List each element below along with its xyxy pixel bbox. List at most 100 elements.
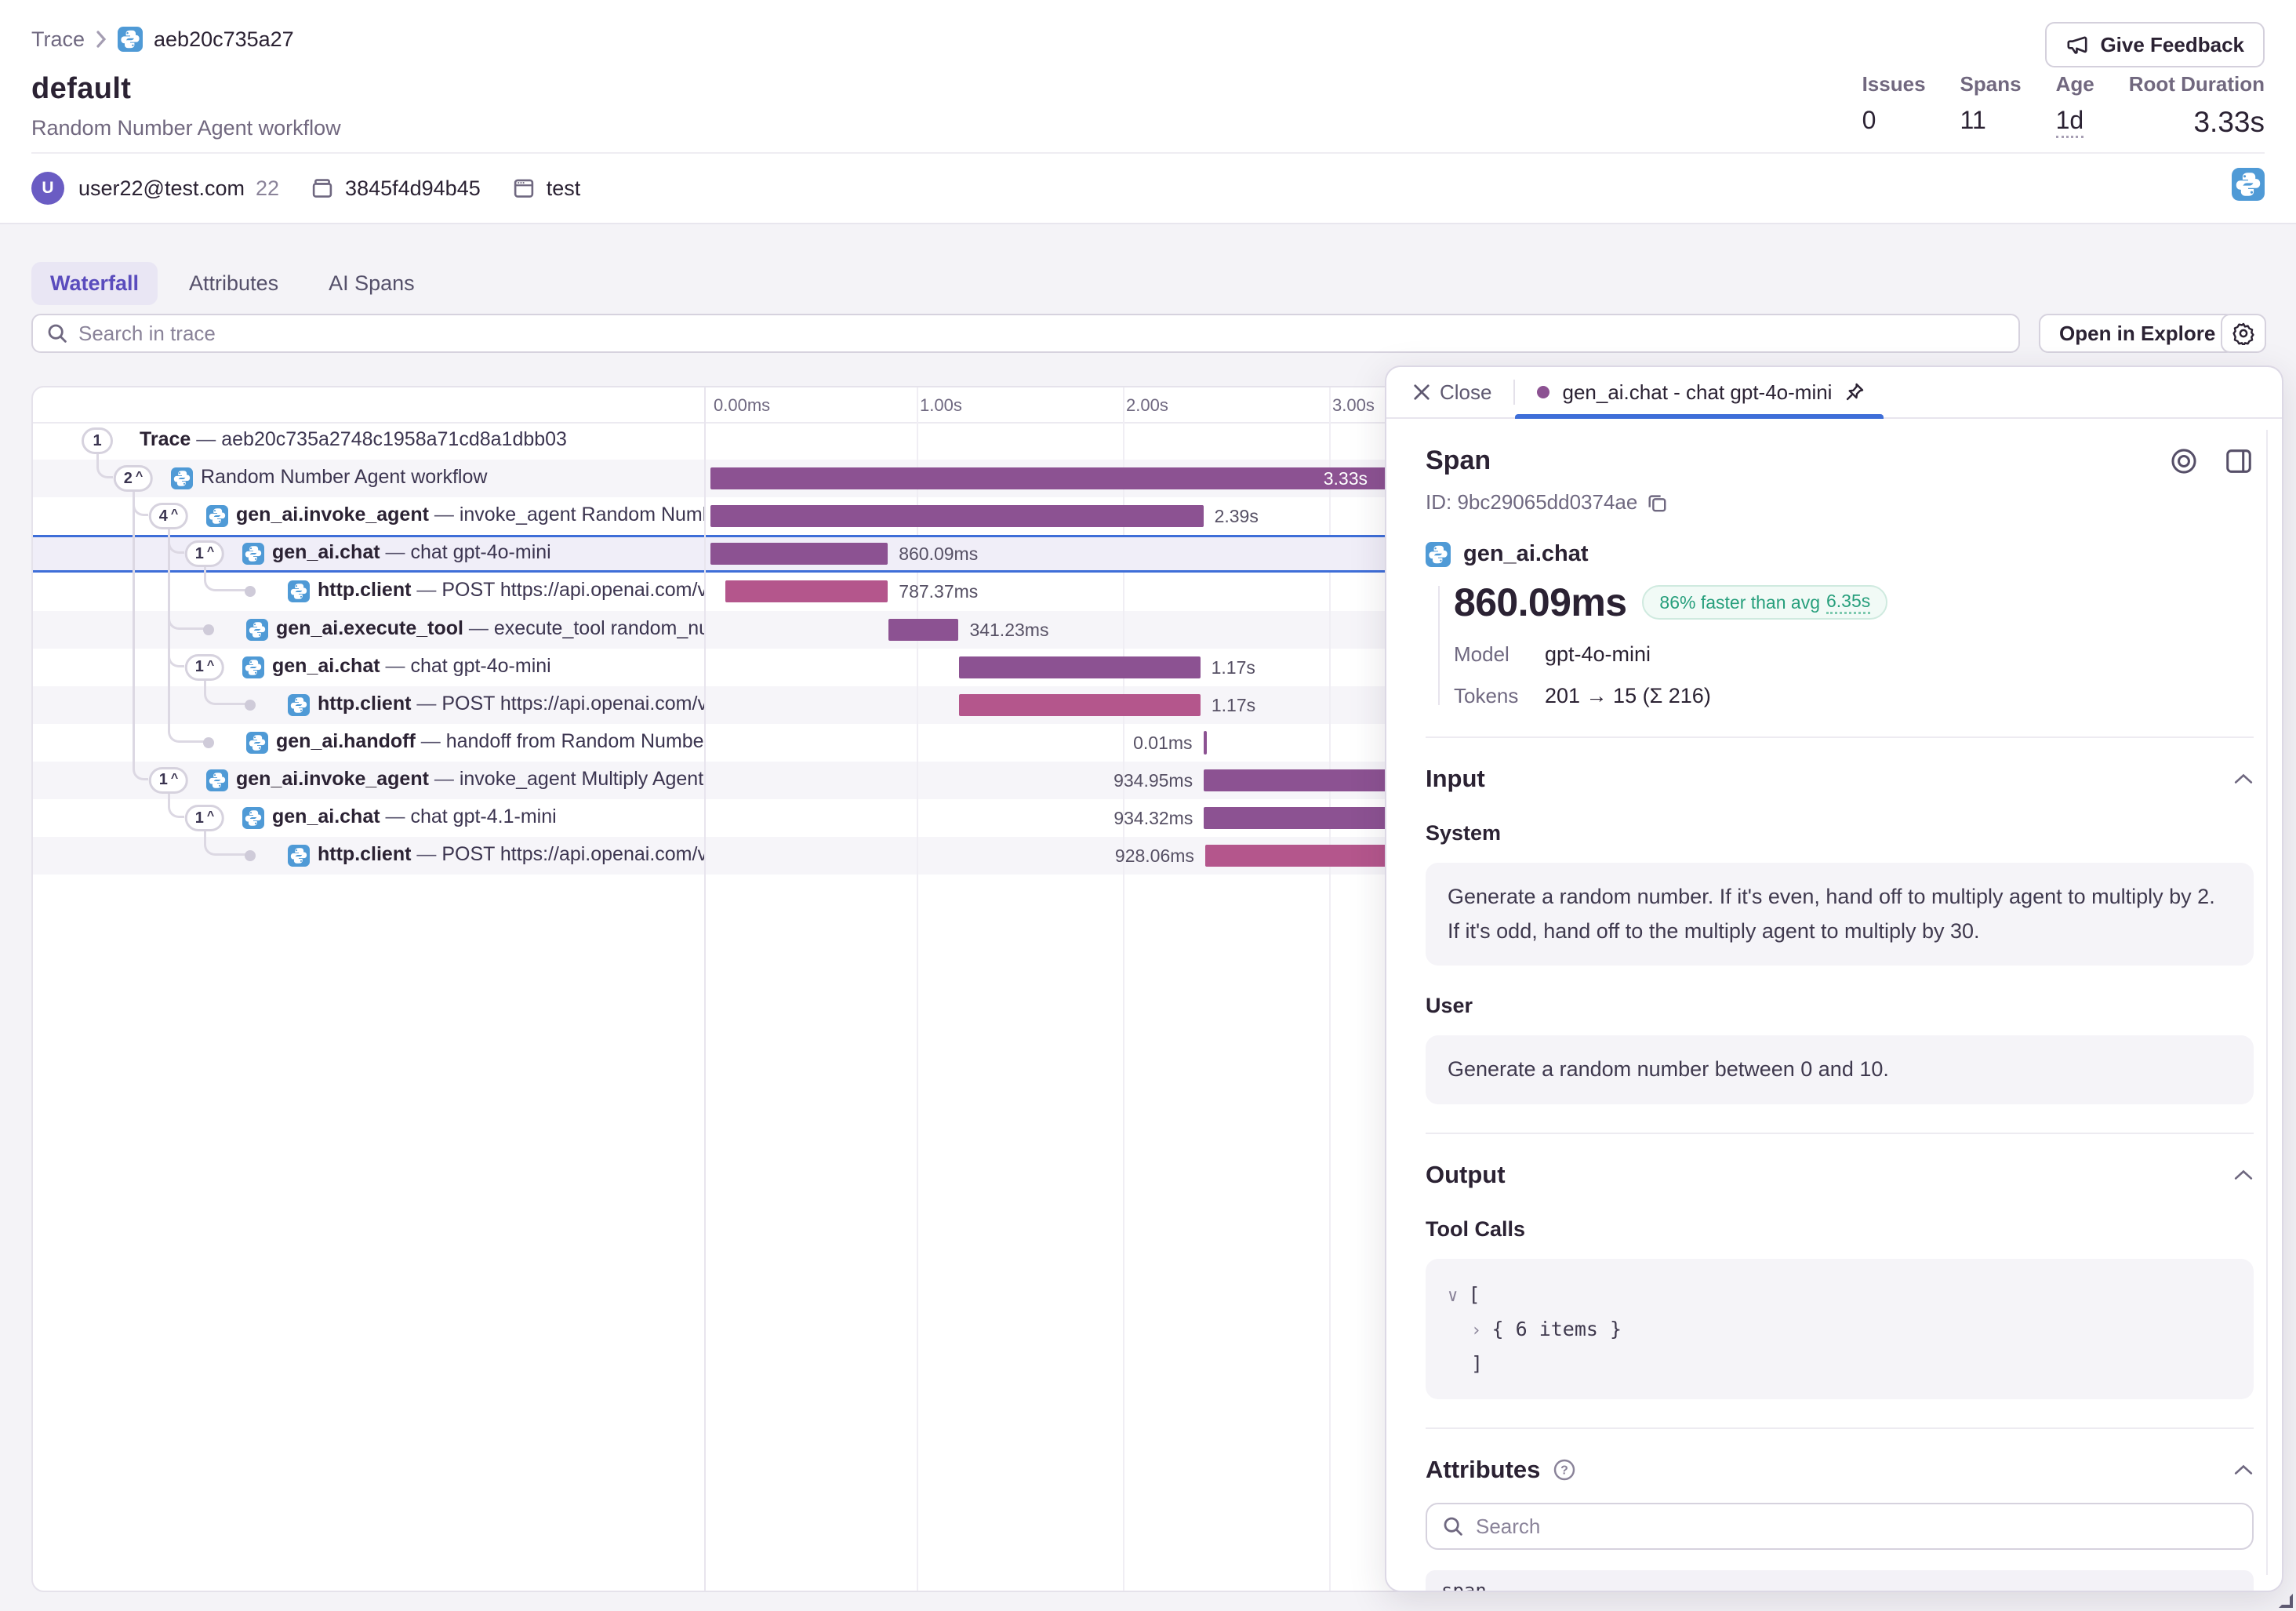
python-icon [246,731,268,754]
give-feedback-button[interactable]: Give Feedback [2045,22,2265,67]
span-name[interactable]: gen_ai.handoff — handoff from Random Num… [276,729,704,752]
sidebar-layout-icon[interactable] [2224,446,2254,476]
python-icon [242,656,264,678]
trace-stats: Issues 0 Spans 11 Age 1d Root Duration 3.33s [1862,72,2265,139]
span-name[interactable]: http.client — POST https://api.openai.co… [318,843,704,866]
package-icon [311,176,334,200]
span-name[interactable]: gen_ai.invoke_agent — invoke_agent Rando… [236,504,704,526]
badge-avg-value: 6.35s [1826,591,1871,614]
tab-waterfall[interactable]: Waterfall [31,262,158,305]
span-color-dot [1537,386,1550,398]
user-count: 22 [256,176,280,200]
chevron-up-icon[interactable] [2233,1464,2254,1476]
python-icon [171,467,193,490]
span-name[interactable]: gen_ai.chat — chat gpt-4o-mini [272,541,551,564]
resize-grip[interactable] [2279,1594,2293,1608]
chevron-up-icon[interactable] [2233,773,2254,785]
copy-icon[interactable] [1647,493,1667,513]
caret-right-icon[interactable]: › [1471,1320,1492,1340]
python-icon [206,769,228,791]
python-platform-icon [2232,168,2265,201]
section-divider [1426,1133,2254,1135]
release-group[interactable]: 3845f4d94b45 [311,176,481,201]
summary-guide-line [1438,586,1440,705]
span-name[interactable]: gen_ai.chat — chat gpt-4o-mini [272,654,551,677]
attributes-section-title: Attributes [1426,1456,1541,1484]
span-name[interactable]: http.client — POST https://api.openai.co… [318,579,704,602]
breadcrumb-trace-id: aeb20c735a27 [154,27,294,51]
span-name[interactable]: gen_ai.invoke_agent — invoke_agent Multi… [236,767,704,790]
megaphone-icon [2065,34,2089,56]
span-name[interactable]: gen_ai.chat — chat gpt-4.1-mini [272,806,557,828]
tree-connector [203,678,250,705]
panel-scrollbar[interactable] [2266,430,2268,1575]
badge-text: 86% faster than avg [1659,591,1820,613]
input-section-header: Input [1426,765,2254,793]
view-tabs: Waterfall Attributes AI Spans [31,262,434,305]
window-icon [512,176,536,200]
span-tab-title: gen_ai.chat - chat gpt-4o-mini [1562,380,1833,404]
caret-down-icon[interactable]: ∨ [1448,1286,1469,1307]
python-icon [288,580,310,603]
tree-connector [96,453,113,479]
user-label: User [1426,994,1473,1018]
gear-icon [2232,322,2255,345]
stat-value: 1d [2055,106,2094,138]
time-axis-label: 2.00s [1126,395,1168,415]
tokens-label: Tokens [1454,684,1519,707]
span-count-chip[interactable]: 2 ^ [113,465,154,493]
span-count-chip[interactable]: 1 [82,427,113,455]
stat-label: Spans [1960,72,2022,96]
span-count-chip[interactable]: 1 ^ [184,540,225,568]
span-count-chip[interactable]: 1 ^ [148,766,189,794]
search-input[interactable] [78,321,2004,346]
page-subtitle: Random Number Agent workflow [31,116,341,140]
tokens-row: Tokens 201 → 15 (Σ 216) [1454,684,2254,708]
tab-divider [1513,380,1516,405]
breadcrumb-trace-link[interactable]: Trace [31,27,85,51]
span-count-chip[interactable]: 1 ^ [184,805,225,832]
panel-close-button[interactable]: Close [1386,380,1513,405]
avatar: U [31,172,64,205]
trace-search[interactable] [31,314,2020,353]
search-row: Open in Explore [31,314,2266,353]
chevron-up-icon[interactable] [2233,1169,2254,1181]
span-name[interactable]: Trace — aeb20c735a2748c1958a71cd8a1dbb03 [140,428,567,451]
help-icon[interactable]: ? [1553,1458,1576,1482]
page-header: Trace aeb20c735a27 Give Feedback default… [0,0,2296,224]
tool-calls-json: ∨ [ › { 6 items } ] [1426,1259,2254,1400]
open-in-explore-button[interactable]: Open in Explore [2039,314,2236,353]
tree-dot [245,586,256,598]
attribute-group-span[interactable]: span [1426,1570,2254,1591]
active-tab-underline [1515,414,1884,419]
tokens-value: 201 → 15 (Σ 216) [1545,684,1711,707]
attributes-search-input[interactable] [1476,1514,2236,1539]
focus-target-icon[interactable] [2169,446,2199,476]
pin-icon[interactable] [1844,382,1865,402]
json-collapsed-item[interactable]: { 6 items } [1491,1317,1622,1340]
system-label: System [1426,821,1502,845]
python-icon [242,807,264,830]
span-op-name: gen_ai.chat [1463,541,1589,566]
tree-connector [167,528,209,743]
python-icon [206,505,228,528]
user-email[interactable]: user22@test.com [78,176,245,200]
tab-attributes[interactable]: Attributes [189,271,279,295]
span-op-row: gen_ai.chat [1426,541,2254,567]
span-count-chip[interactable]: 1 ^ [184,653,225,681]
attributes-search[interactable] [1426,1503,2254,1551]
span-name[interactable]: http.client — POST https://api.openai.co… [318,692,704,715]
panel-tab-bar: Close gen_ai.chat - chat gpt-4o-mini [1386,367,2282,419]
stat-issues: Issues 0 [1862,72,1926,139]
page-title: default [31,72,132,105]
span-name[interactable]: gen_ai.execute_tool — execute_tool rando… [276,616,704,639]
settings-button[interactable] [2221,314,2266,353]
python-icon [288,693,310,716]
span-tab[interactable]: gen_ai.chat - chat gpt-4o-mini [1515,367,1884,419]
span-count-chip[interactable]: 4 ^ [148,503,189,530]
span-name[interactable]: Random Number Agent workflow [201,466,488,489]
span-summary-block: 860.09ms 86% faster than avg 6.35s Model… [1438,580,2254,708]
tab-ai-spans[interactable]: AI Spans [329,271,415,295]
environment-group[interactable]: test [512,176,580,201]
stat-label: Age [2055,72,2094,96]
